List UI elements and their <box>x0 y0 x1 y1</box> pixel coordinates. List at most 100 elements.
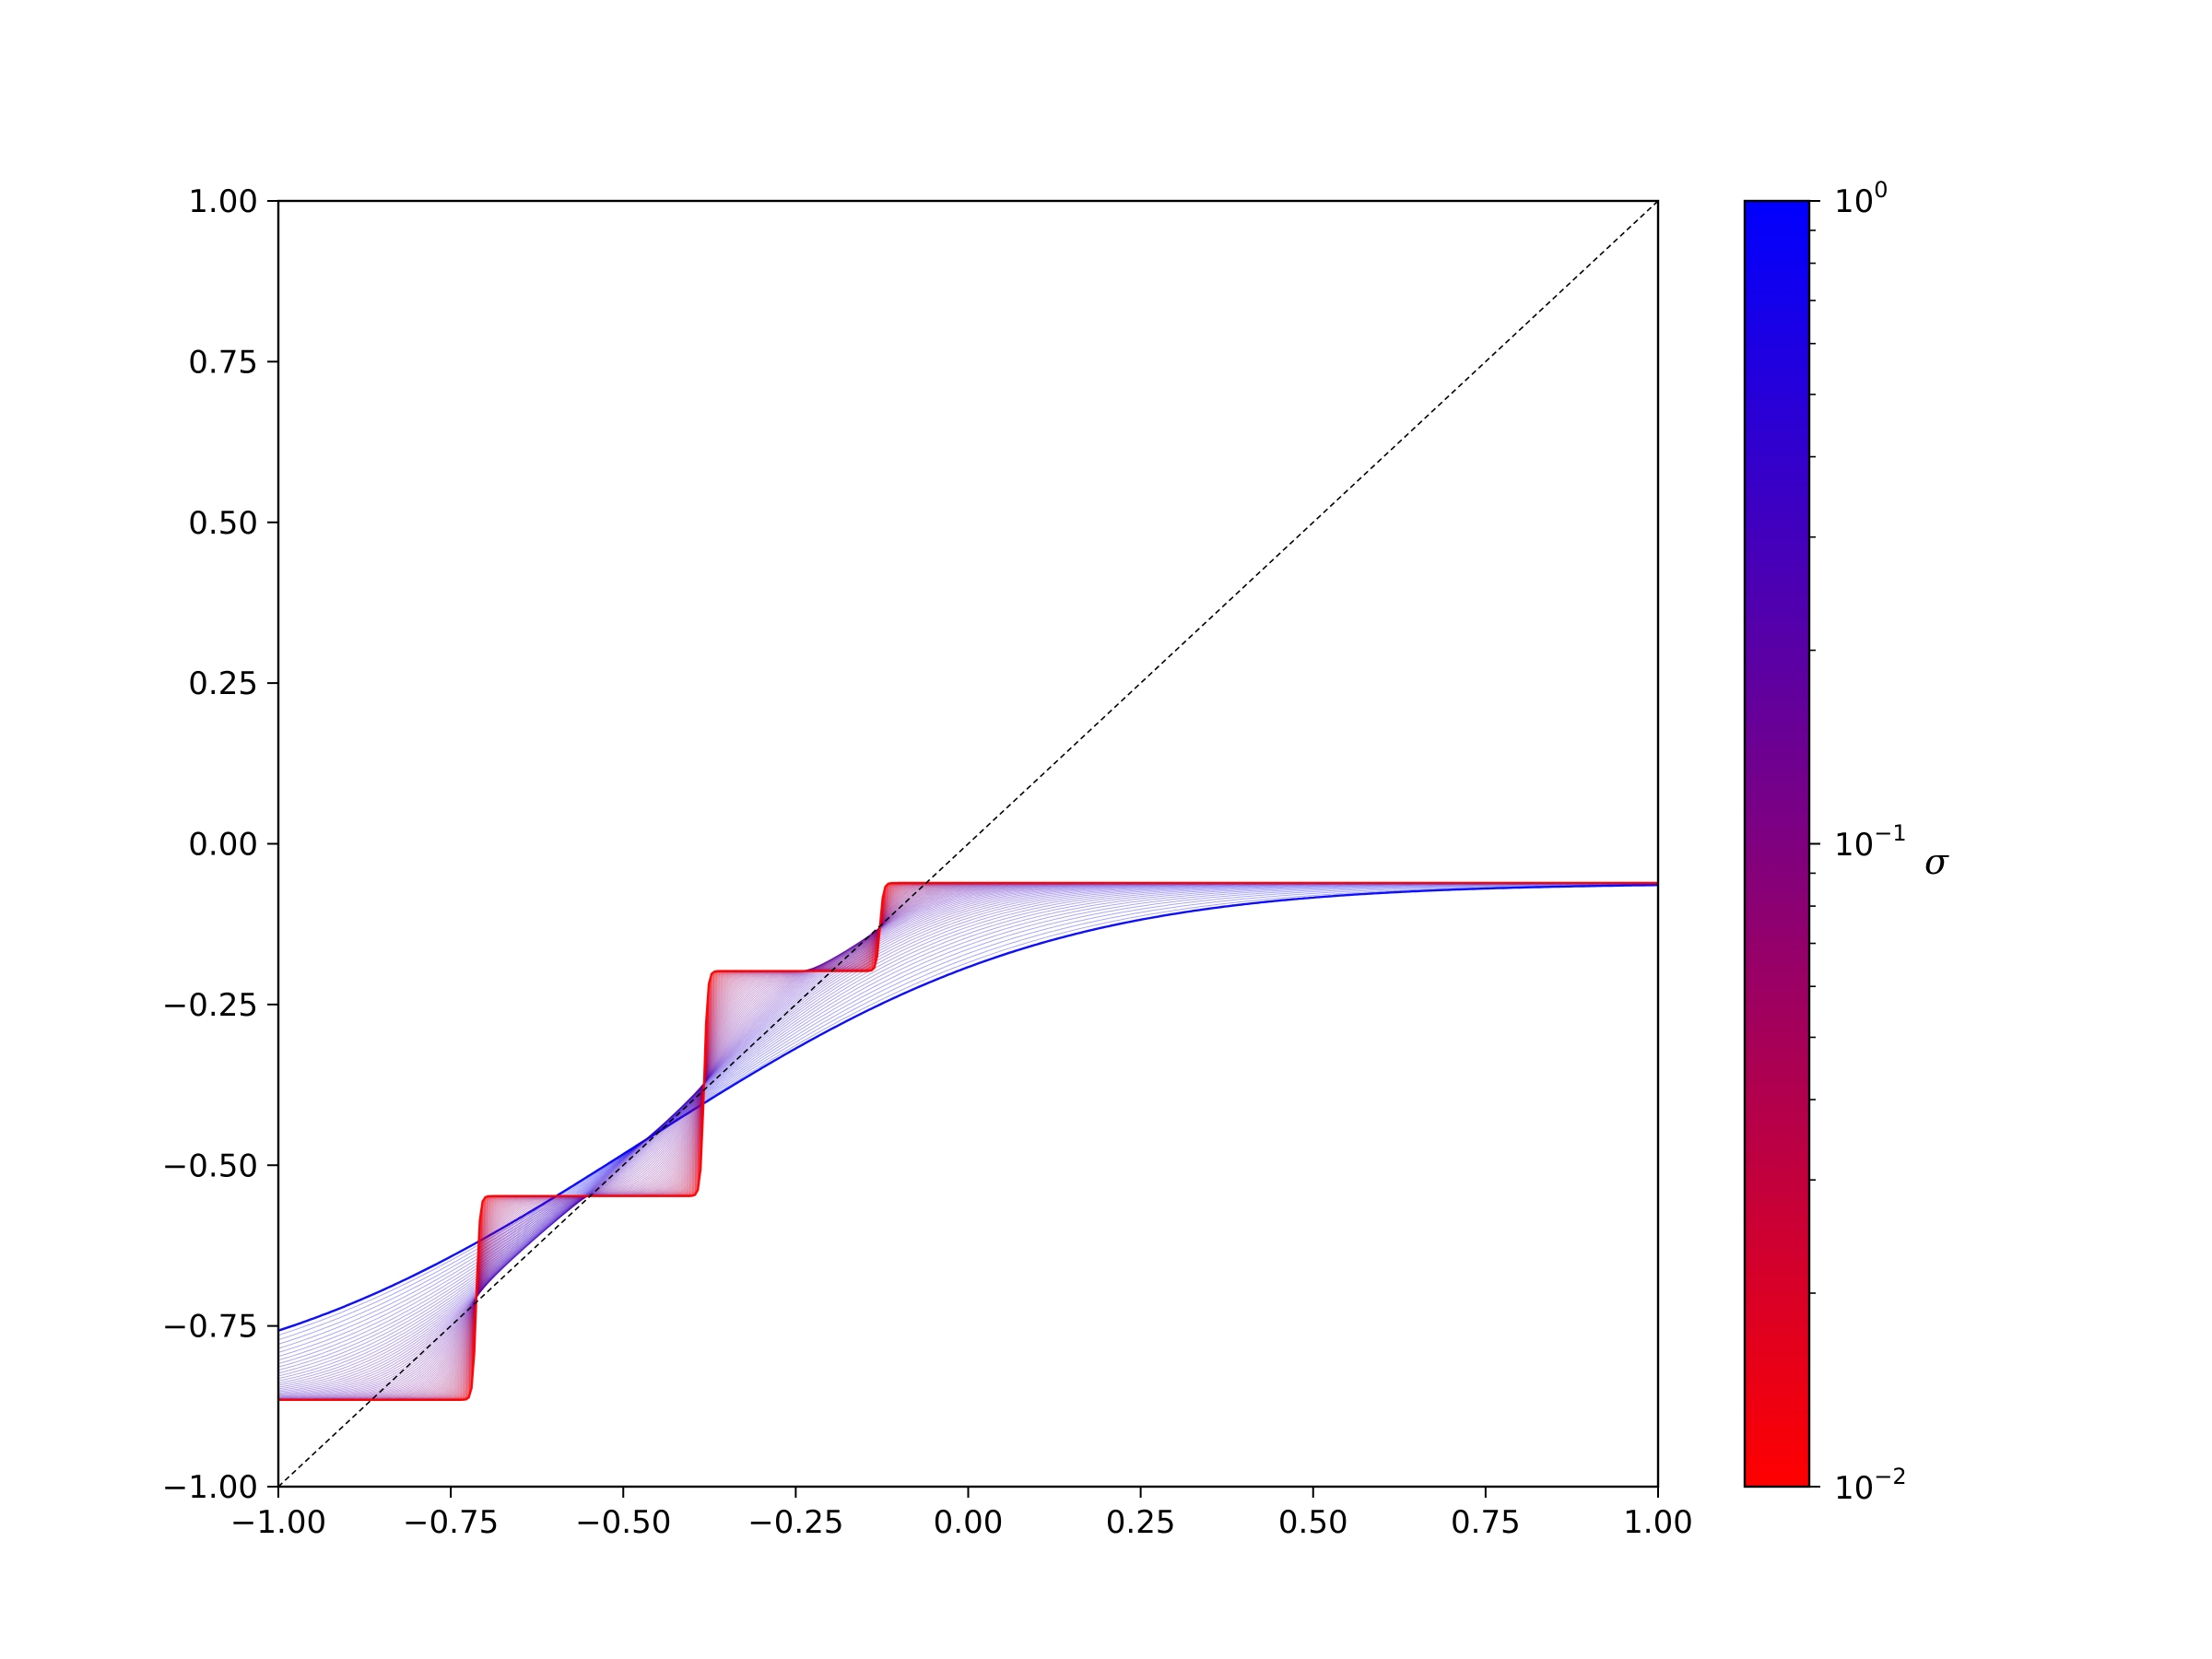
sigma-curve <box>278 882 1658 1400</box>
sigma-curve <box>278 882 1658 1374</box>
y-tick-label: 0.75 <box>188 344 258 381</box>
sigma-curve <box>278 883 1658 1345</box>
sigma-curve <box>278 882 1658 1401</box>
colorbar-ticks <box>1809 200 1820 1488</box>
x-tick-label: −0.75 <box>403 1504 499 1541</box>
sigma-curve <box>278 882 1658 1401</box>
sigma-curve <box>278 883 1658 1349</box>
identity-line <box>277 200 1659 1488</box>
sigma-curve <box>278 882 1658 1401</box>
x-axis: −1.00 −0.75 −0.50 −0.25 0.00 0.25 0.50 0.75 1.00 <box>230 1487 1693 1541</box>
y-tick-label: −0.25 <box>162 987 258 1024</box>
sigma-curve <box>278 882 1658 1397</box>
sigma-curve <box>278 882 1658 1401</box>
colorbar-tick-label-top: 100 <box>1834 177 1888 220</box>
y-tick-label: −1.00 <box>162 1469 258 1506</box>
sigma-curve <box>278 882 1658 1401</box>
sigma-curve <box>278 882 1658 1380</box>
sigma-curve <box>278 883 1658 1341</box>
x-tick-label: 1.00 <box>1623 1504 1693 1541</box>
sigma-curve <box>278 881 1658 1401</box>
sigma-curve <box>278 884 1658 1336</box>
sigma-curve <box>278 882 1658 1401</box>
sigma-curve <box>278 882 1658 1401</box>
sigma-curve <box>278 882 1658 1401</box>
sigma-curves <box>278 881 1658 1401</box>
colorbar-tick-base: 10 <box>1834 1470 1874 1507</box>
x-tick-label: 0.25 <box>1106 1504 1176 1541</box>
colorbar-gradient <box>1743 199 1811 1488</box>
sigma-curve <box>278 882 1658 1401</box>
sigma-curve <box>278 882 1658 1401</box>
sigma-curve <box>278 882 1658 1401</box>
x-tick-label: 0.75 <box>1451 1504 1521 1541</box>
sigma-curve <box>278 882 1658 1377</box>
sigma-curve <box>278 882 1658 1398</box>
colorbar-tick-base: 10 <box>1834 827 1874 864</box>
sigma-curve <box>278 882 1658 1400</box>
sigma-curve <box>278 882 1658 1392</box>
x-tick-label: −1.00 <box>230 1504 326 1541</box>
colorbar-tick-base: 10 <box>1834 183 1874 220</box>
colorbar-label: σ <box>1924 841 1949 882</box>
svg-text:10−2: 10−2 <box>1834 1464 1907 1507</box>
sigma-curve <box>278 882 1658 1361</box>
sigma-curve <box>278 883 1658 1353</box>
sigma-curve <box>278 882 1658 1401</box>
sigma-curve <box>278 882 1658 1401</box>
colorbar-tick-label-bottom: 10−2 <box>1834 1464 1907 1507</box>
sigma-curve <box>278 882 1658 1401</box>
x-tick-label: −0.50 <box>575 1504 671 1541</box>
sigma-curve <box>278 882 1658 1396</box>
svg-text:100: 100 <box>1834 177 1888 220</box>
plot-area: −1.00 −0.75 −0.50 −0.25 0.00 0.25 0.50 0.75 1.00… <box>162 183 1693 1541</box>
sigma-curve <box>278 882 1658 1401</box>
colorbar-tick-exponent: −2 <box>1874 1464 1906 1489</box>
sigma-curve <box>278 882 1658 1401</box>
sigma-curve <box>278 882 1658 1399</box>
y-tick-label: 0.25 <box>188 665 258 702</box>
sigma-curve <box>278 882 1658 1401</box>
sigma-curve <box>278 882 1658 1401</box>
sigma-curve <box>278 882 1658 1401</box>
sigma-curve <box>278 882 1658 1393</box>
x-tick-label: 0.50 <box>1278 1504 1348 1541</box>
sigma-curve <box>278 882 1658 1401</box>
sigma-curve <box>278 882 1658 1401</box>
sigma-curve <box>278 882 1658 1401</box>
y-tick-label: −0.75 <box>162 1309 258 1346</box>
colorbar-tick-label-mid: 10−1 <box>1834 820 1907 864</box>
sigma-curve <box>278 882 1658 1401</box>
y-tick-label: 0.50 <box>188 505 258 542</box>
sigma-curve <box>278 882 1658 1401</box>
svg-text:10−1: 10−1 <box>1834 820 1907 864</box>
sigma-curve <box>278 882 1658 1401</box>
sigma-curve <box>278 882 1658 1401</box>
x-tick-label: 0.00 <box>934 1504 1004 1541</box>
sigma-curve <box>278 882 1658 1401</box>
sigma-curve <box>278 882 1658 1397</box>
sigma-curve <box>278 882 1658 1386</box>
sigma-curve <box>278 882 1658 1401</box>
colorbar: 100 10−1 10−2 σ <box>1743 177 1949 1507</box>
sigma-curve <box>278 882 1658 1401</box>
sigma-curve <box>278 882 1658 1399</box>
sigma-curve <box>278 882 1658 1401</box>
sigma-curve <box>278 882 1658 1401</box>
sigma-curve <box>278 882 1658 1401</box>
sigma-curve <box>278 882 1658 1368</box>
sigma-curve <box>278 882 1658 1401</box>
sigma-curve <box>278 882 1658 1401</box>
sigma-curve <box>278 882 1658 1388</box>
sigma-curve <box>278 882 1658 1401</box>
sigma-curve <box>278 882 1658 1390</box>
sigma-curve <box>278 882 1658 1401</box>
sigma-curve <box>278 882 1658 1401</box>
sigma-curve <box>278 882 1658 1394</box>
y-tick-label: −0.50 <box>162 1147 258 1184</box>
sigma-curve <box>278 882 1658 1401</box>
sigma-curve <box>278 882 1658 1401</box>
colorbar-tick-exponent: 0 <box>1874 177 1888 203</box>
sigma-curve <box>278 882 1658 1401</box>
